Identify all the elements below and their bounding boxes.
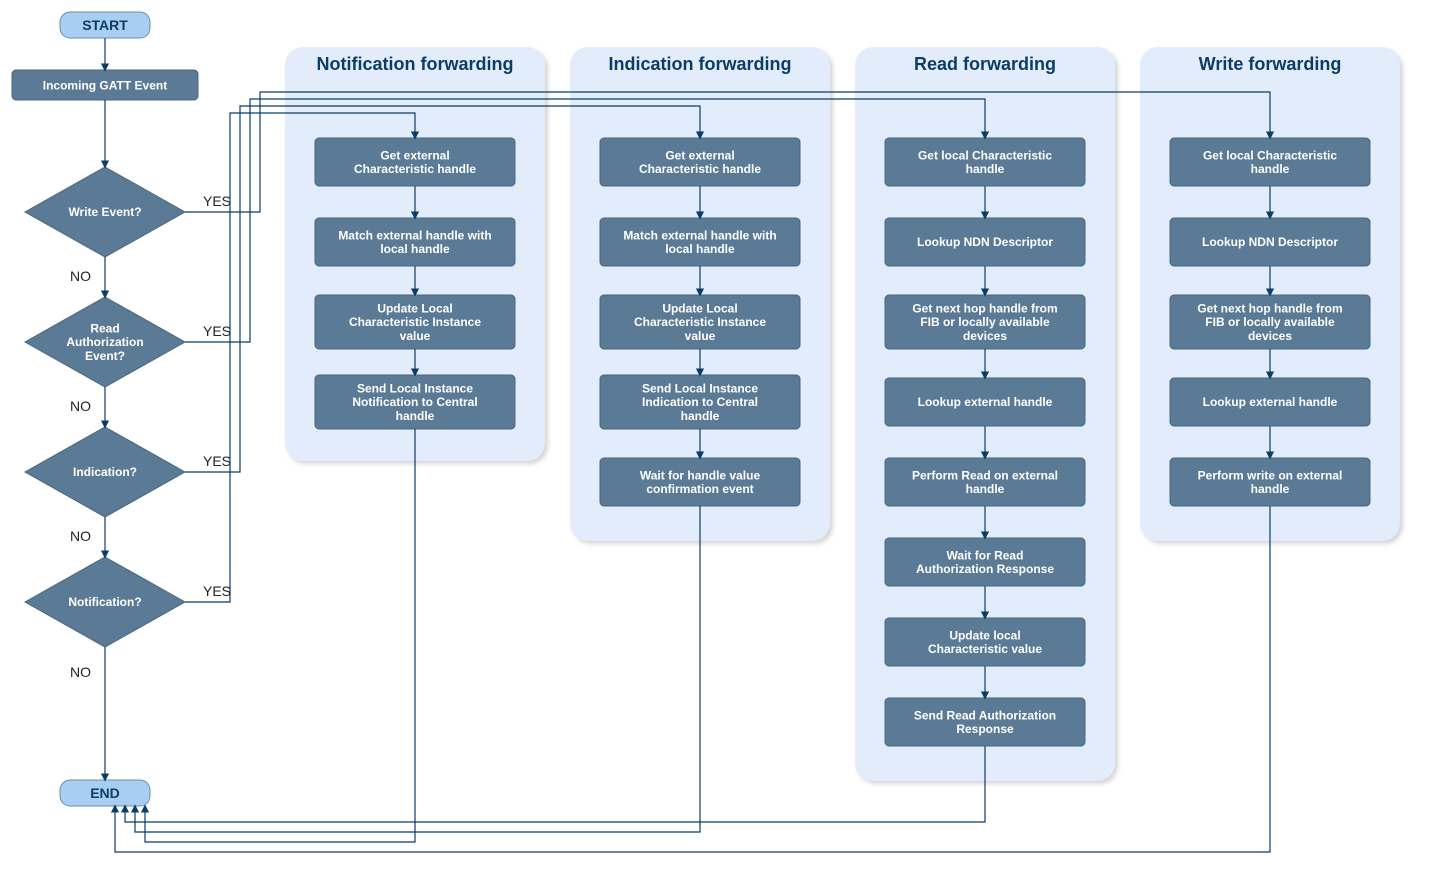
panel-title: Write forwarding [1199, 54, 1342, 74]
edge-label-no: NO [70, 664, 91, 680]
flowchart-canvas: Notification forwardingGet externalChara… [0, 0, 1433, 871]
edge-label-no: NO [70, 528, 91, 544]
edge-label-no: NO [70, 268, 91, 284]
edge [145, 429, 415, 842]
panel-title: Indication forwarding [609, 54, 792, 74]
svg-text:START: START [82, 17, 128, 33]
svg-text:Incoming GATT Event: Incoming GATT Event [43, 79, 167, 93]
edge-label-no: NO [70, 398, 91, 414]
edge-label-yes: YES [203, 453, 231, 469]
svg-text:Lookup external handle: Lookup external handle [918, 395, 1053, 409]
svg-text:Lookup NDN Descriptor: Lookup NDN Descriptor [917, 235, 1053, 249]
svg-text:END: END [90, 785, 120, 801]
panel-title: Read forwarding [914, 54, 1056, 74]
panel-title: Notification forwarding [317, 54, 514, 74]
edge-label-yes: YES [203, 323, 231, 339]
edge-label-yes: YES [203, 583, 231, 599]
svg-text:Wait for handle valueconfirmat: Wait for handle valueconfirmation event [640, 468, 761, 496]
svg-text:Lookup external handle: Lookup external handle [1203, 395, 1338, 409]
svg-text:Write Event?: Write Event? [68, 205, 141, 219]
edge [135, 506, 700, 832]
svg-text:Indication?: Indication? [73, 465, 137, 479]
svg-text:Lookup NDN Descriptor: Lookup NDN Descriptor [1202, 235, 1338, 249]
edge-label-yes: YES [203, 193, 231, 209]
svg-text:Notification?: Notification? [68, 595, 141, 609]
